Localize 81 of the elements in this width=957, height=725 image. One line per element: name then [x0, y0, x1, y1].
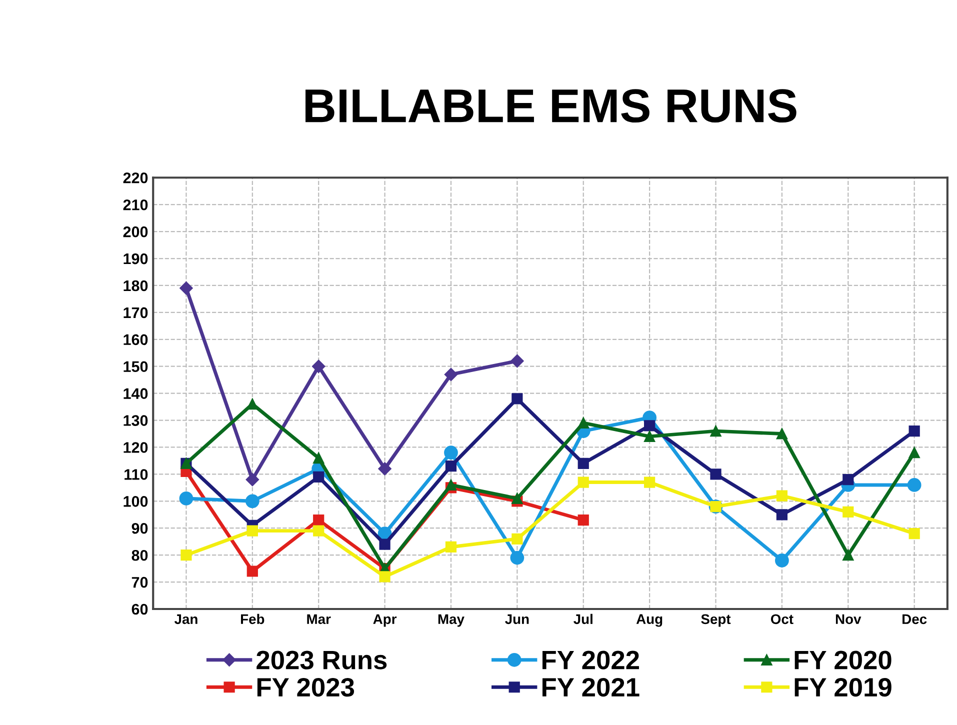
- y-tick-label: 160: [124, 334, 148, 346]
- point: [710, 468, 722, 480]
- point: [313, 525, 324, 536]
- point: [510, 550, 524, 565]
- point: [379, 571, 390, 582]
- x-tick-label: Dec: [902, 614, 927, 624]
- point: [179, 492, 194, 506]
- x-tick-label: Oct: [770, 614, 794, 624]
- point: [776, 490, 788, 502]
- point: [908, 528, 920, 540]
- point: [246, 525, 258, 536]
- point: [444, 368, 458, 382]
- x-tick-label: Jun: [505, 614, 529, 624]
- point: [445, 541, 457, 553]
- legend-label: FY 2019: [794, 678, 892, 697]
- x-tick-label: Mar: [307, 614, 331, 624]
- point: [445, 460, 457, 472]
- y-tick-label: 60: [132, 604, 148, 615]
- y-tick-label: 190: [124, 253, 148, 264]
- y-tick-label: 80: [132, 550, 148, 561]
- x-tick-label: Feb: [240, 614, 264, 624]
- y-tick-label: 150: [124, 361, 148, 372]
- x-tick-label: Jan: [174, 614, 198, 624]
- point: [313, 471, 324, 482]
- legend-label: FY 2023: [257, 678, 354, 697]
- y-tick-label: 130: [124, 415, 148, 426]
- point: [842, 550, 854, 561]
- point: [313, 514, 324, 526]
- point: [578, 417, 589, 429]
- point: [578, 476, 589, 488]
- point: [710, 426, 722, 437]
- y-tick-label: 200: [123, 226, 148, 238]
- point: [578, 458, 589, 469]
- point: [908, 447, 920, 458]
- point: [776, 509, 788, 520]
- point: [180, 550, 192, 561]
- x-tick-label: Apr: [373, 614, 397, 627]
- point: [445, 479, 457, 491]
- x-tick-label: Jul: [574, 614, 592, 624]
- x-tick-label: Nov: [836, 614, 862, 624]
- point: [842, 474, 854, 486]
- legend-label: 2023 Runs: [256, 650, 387, 670]
- y-tick-label: 120: [124, 442, 148, 453]
- y-tick-label: 170: [124, 307, 148, 318]
- legend-label: FY 2022: [542, 650, 639, 670]
- x-tick-label: May: [438, 614, 464, 627]
- point: [312, 360, 326, 373]
- y-tick-label: 110: [124, 469, 148, 480]
- point: [512, 492, 523, 504]
- point: [510, 354, 524, 368]
- point: [644, 476, 656, 488]
- point: [246, 566, 258, 577]
- chart-title: BILLABLE EMS RUNS: [306, 89, 796, 123]
- y-tick-label: 210: [123, 199, 148, 210]
- legend-label: FY 2020: [794, 650, 892, 670]
- point: [378, 462, 392, 476]
- point: [842, 506, 854, 518]
- x-tick-label: Aug: [636, 614, 662, 627]
- point: [313, 452, 324, 464]
- point: [512, 393, 523, 404]
- y-tick-label: 180: [124, 280, 148, 292]
- y-tick-label: 90: [132, 522, 148, 534]
- point: [644, 420, 656, 432]
- point: [444, 446, 458, 460]
- point: [379, 538, 390, 550]
- point: [775, 554, 789, 568]
- y-tick-label: 220: [123, 172, 148, 184]
- y-tick-label: 70: [132, 576, 148, 588]
- y-tick-label: 100: [124, 496, 148, 507]
- point: [512, 533, 523, 544]
- legend-label: FY 2021: [542, 678, 640, 697]
- point: [776, 428, 788, 440]
- point: [246, 473, 259, 486]
- point: [908, 426, 920, 437]
- point: [245, 494, 260, 508]
- point: [180, 282, 193, 295]
- x-tick-label: Sept: [701, 614, 731, 627]
- y-tick-label: 140: [124, 388, 148, 399]
- point: [907, 478, 922, 492]
- point: [578, 514, 589, 526]
- point: [644, 430, 656, 442]
